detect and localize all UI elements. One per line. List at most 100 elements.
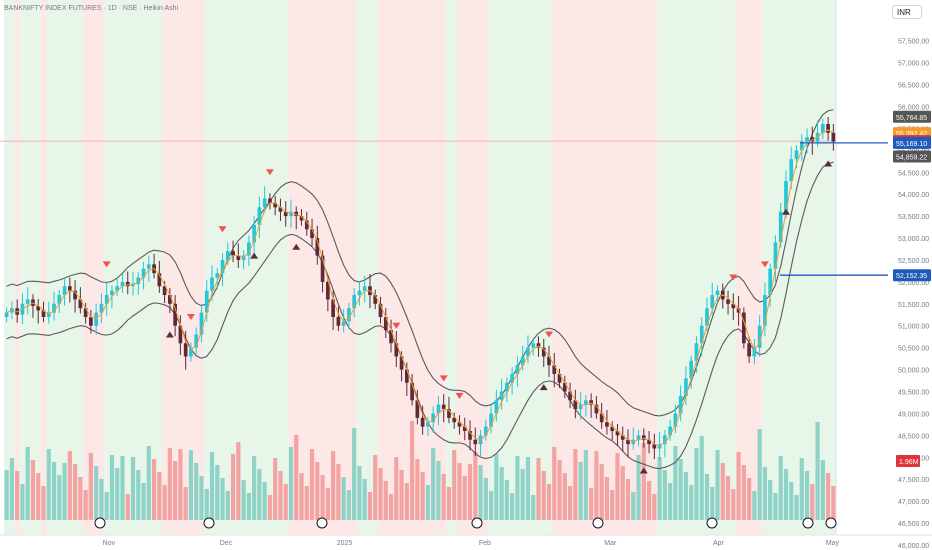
candle-body — [131, 284, 135, 287]
candle-body — [531, 343, 536, 348]
volume-bar — [573, 449, 578, 520]
volume-bar — [252, 456, 257, 520]
x-tick-label: Feb — [479, 540, 491, 547]
volume-bar — [409, 421, 415, 520]
candle-body — [236, 255, 241, 260]
volume-bar — [304, 486, 309, 520]
volume-label-text: 1.96M — [899, 459, 919, 466]
regime-band — [356, 0, 378, 535]
candle-body — [268, 198, 272, 203]
volume-bar — [594, 451, 599, 520]
volume-bar — [125, 494, 130, 520]
currency-selector[interactable]: INR — [892, 5, 922, 19]
candle-body — [210, 277, 214, 291]
x-tick-label: Apr — [713, 540, 725, 547]
volume-bar — [199, 476, 204, 520]
volume-bar — [325, 488, 330, 520]
regime-band — [19, 0, 41, 535]
candle-body — [589, 400, 593, 405]
regime-band — [762, 0, 836, 535]
candle-body — [283, 211, 288, 217]
event-marker-icon — [802, 517, 814, 529]
regime-band — [40, 0, 47, 535]
candle-body — [731, 303, 736, 309]
candle-body — [541, 347, 546, 357]
volume-bar — [578, 462, 583, 520]
candle-body — [826, 124, 830, 133]
x-tick-label: 2025 — [337, 540, 353, 547]
volume-bar — [341, 477, 346, 520]
candle-body — [647, 439, 651, 445]
sell-signal-marker — [455, 392, 464, 399]
volume-bar — [557, 460, 562, 520]
volume-bar — [162, 485, 167, 520]
price-label-box — [893, 269, 931, 282]
volume-bar — [209, 452, 215, 520]
volume-bar — [583, 450, 588, 520]
volume-bar — [747, 478, 752, 520]
candle-body — [757, 325, 762, 348]
volume-bar — [151, 459, 157, 520]
candle-body — [615, 430, 620, 436]
volume-bar — [146, 446, 151, 520]
volume-bar — [88, 453, 93, 520]
volume-bar — [446, 487, 452, 520]
candle-body — [715, 290, 720, 296]
volume-bar — [525, 457, 531, 520]
volume-bar — [378, 468, 383, 520]
candle-body — [468, 430, 472, 440]
volume-bar — [115, 468, 120, 520]
candle-body — [52, 303, 56, 313]
volume-bar — [652, 494, 657, 520]
y-tick-label: 47,000.00 — [898, 499, 929, 506]
y-tick-label: 48,500.00 — [898, 433, 929, 440]
sell-signal-marker — [218, 226, 227, 233]
candle-body — [383, 316, 388, 331]
fast-average-line — [6, 129, 834, 447]
x-tick-label: Nov — [103, 540, 116, 547]
candle-body — [705, 308, 709, 326]
volume-bar — [204, 489, 209, 520]
buy-signal-marker — [639, 467, 648, 474]
candle-body — [173, 303, 177, 326]
y-tick-label: 56,500.00 — [898, 83, 929, 90]
candle-body — [136, 277, 141, 285]
volume-bar — [94, 466, 99, 520]
volume-bar — [415, 459, 420, 520]
volume-bar — [320, 475, 325, 520]
volume-bar — [541, 471, 546, 520]
volume-bar — [668, 483, 673, 520]
y-tick-label: 46,000.00 — [898, 543, 929, 550]
volume-bar — [51, 462, 57, 520]
candle-body — [784, 181, 788, 212]
volume-bar — [183, 487, 188, 520]
candle-body — [483, 426, 488, 436]
volume-bar — [473, 452, 478, 520]
candle-body — [36, 306, 41, 311]
sell-signal-marker — [102, 261, 111, 268]
volume-bar — [315, 462, 320, 520]
volume-bar — [641, 443, 646, 520]
volume-bar — [178, 449, 183, 520]
candle-body — [278, 207, 283, 212]
x-tick-label: Dec — [220, 540, 233, 547]
candle-body — [462, 426, 467, 431]
candle-body — [763, 295, 767, 326]
price-label-text: 55,169.10 — [896, 141, 927, 148]
volume-bar — [15, 471, 20, 520]
volume-bar — [504, 480, 509, 520]
volume-bar — [367, 492, 373, 520]
candle-body — [389, 330, 393, 344]
candle-body — [141, 268, 146, 278]
volume-bar — [431, 448, 436, 520]
candle-body — [520, 356, 525, 366]
volume-bar — [141, 483, 146, 520]
candle-body — [584, 400, 588, 405]
price-label-text: 52,152.35 — [896, 273, 927, 280]
volume-bar — [220, 478, 225, 520]
volume-bar — [567, 486, 573, 520]
candle-body — [104, 295, 109, 304]
volume-bar — [704, 474, 710, 520]
volume-bar — [631, 492, 636, 520]
